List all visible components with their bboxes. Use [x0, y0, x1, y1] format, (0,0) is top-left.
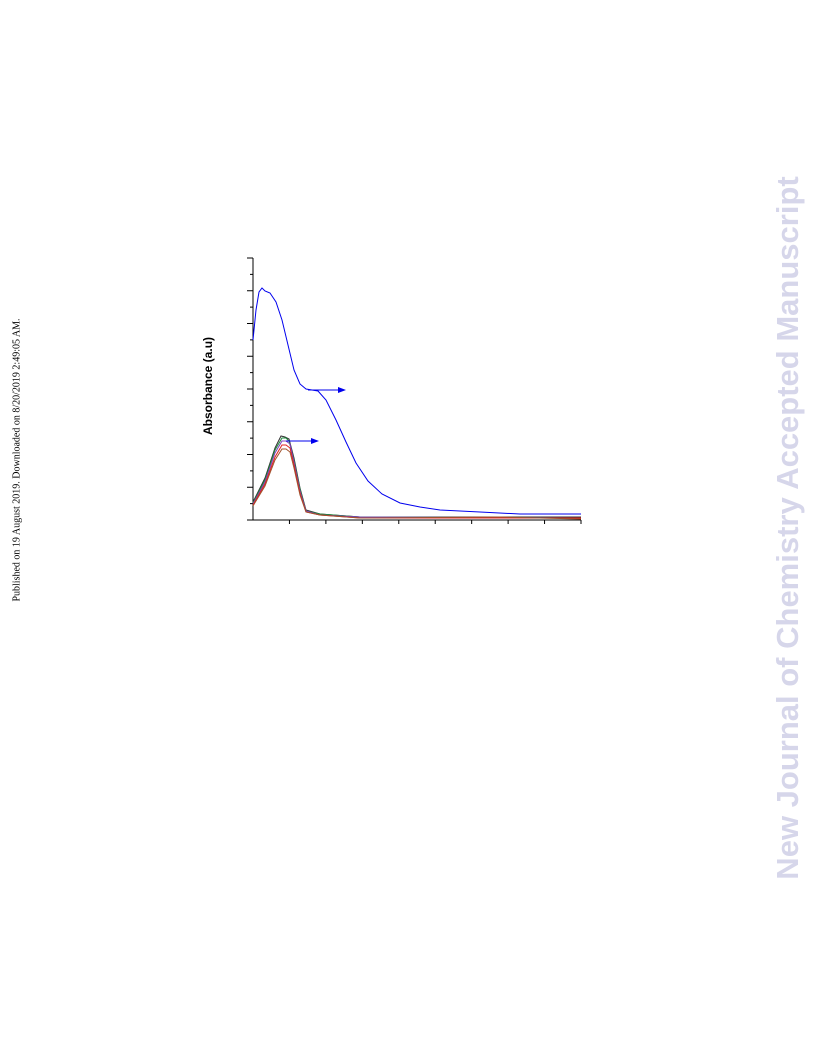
y-axis-label: Absorbance (a.u): [201, 337, 215, 435]
watermark: New Journal of Chemistry Accepted Manusc…: [770, 176, 805, 879]
spectrum-line: [252, 287, 581, 515]
spectrum-line: [252, 444, 581, 519]
tick-marks: [247, 257, 582, 524]
spectrum-line: [252, 435, 581, 518]
arrow-head: [311, 438, 319, 444]
figure: Absorbance (a.u): [201, 257, 582, 524]
spectra: [252, 287, 582, 520]
sidebar-note: Published on 19 August 2019. Downloaded …: [11, 318, 22, 601]
arrows: [286, 387, 346, 444]
arrow-head: [338, 387, 346, 393]
spectrum-line: [252, 448, 582, 520]
